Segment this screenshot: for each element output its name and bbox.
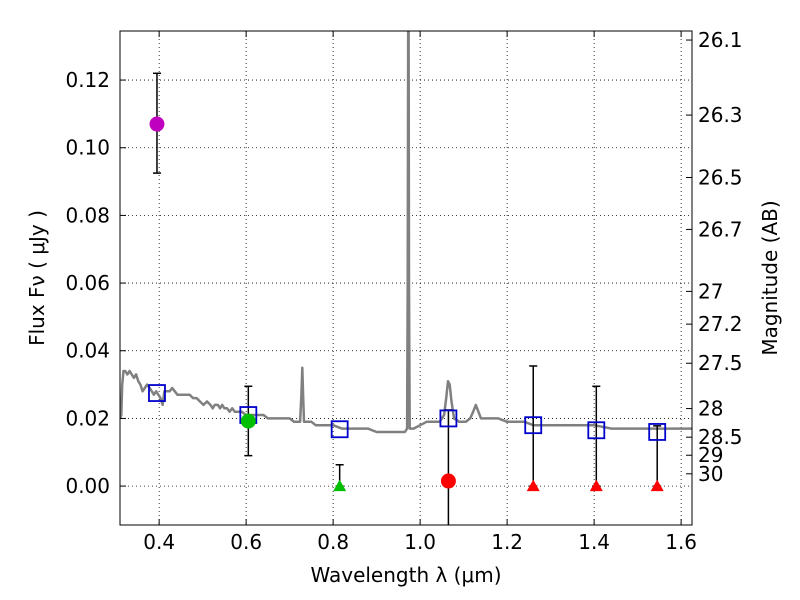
upper-limit-triangle (333, 479, 347, 492)
plot-background (120, 31, 692, 525)
y-tick-label: 0.12 (65, 68, 110, 92)
x-tick-label: 1.4 (578, 530, 610, 554)
y-tick-label: 0.06 (65, 271, 110, 295)
axes: 0.4 0.6 0.8 1.0 1.2 1.4 1.6 0.00 0.02 0.04 0.06 0.0… (65, 28, 742, 554)
y-tick-label: 0.04 (65, 339, 110, 363)
magnitude-tick-label: 26.5 (698, 166, 743, 190)
y-tick-label: 0.10 (65, 136, 110, 160)
x-tick-label: 0.4 (143, 530, 175, 554)
model-photometry-square (524, 416, 543, 435)
magnitude-tick-label: 26.7 (698, 217, 743, 241)
x-tick-label: 0.8 (317, 530, 349, 554)
magnitude-tick-label: 29 (698, 443, 723, 467)
x-tick-label: 1.2 (491, 530, 523, 554)
model-photometry-square (148, 384, 166, 402)
observed-point (440, 473, 456, 489)
upper-limit-triangle (526, 479, 540, 492)
data-layer (120, 31, 692, 525)
y-tick-label: 0.00 (65, 474, 110, 498)
x-tick-label: 1.6 (665, 530, 697, 554)
magnitude-tick-label: 26.3 (698, 103, 743, 127)
model-photometry-square (330, 420, 349, 439)
observed-point (149, 116, 165, 132)
plot-frame (119, 30, 693, 526)
x-tick-label: 1.0 (404, 530, 436, 554)
y-tick-label: 0.08 (65, 203, 110, 227)
y-tick-label: 0.02 (65, 406, 110, 430)
y-axis-title: Flux Fν ( μJy ) (25, 210, 49, 346)
model-photometry-square (648, 423, 667, 441)
x-tick-label: 0.6 (230, 530, 262, 554)
magnitude-tick-label: 27.2 (698, 312, 743, 336)
magnitude-tick-label: 27 (698, 279, 723, 303)
model-photometry-square (587, 421, 606, 440)
upper-limit-triangle (650, 479, 664, 492)
magnitude-tick-label: 30 (698, 462, 723, 486)
magnitude-tick-label: 26.1 (698, 28, 743, 52)
magnitude-tick-label: 27.5 (698, 351, 743, 375)
model-photometry-square (439, 409, 458, 428)
x-axis-title: Wavelength λ (μm) (310, 563, 501, 587)
right-axis-title: Magnitude (AB) (758, 200, 782, 355)
observed-point (240, 413, 256, 429)
magnitude-tick-label: 28 (698, 397, 723, 421)
magnitude-tick-label: 28.5 (698, 425, 743, 449)
upper-limit-triangle (589, 479, 603, 492)
